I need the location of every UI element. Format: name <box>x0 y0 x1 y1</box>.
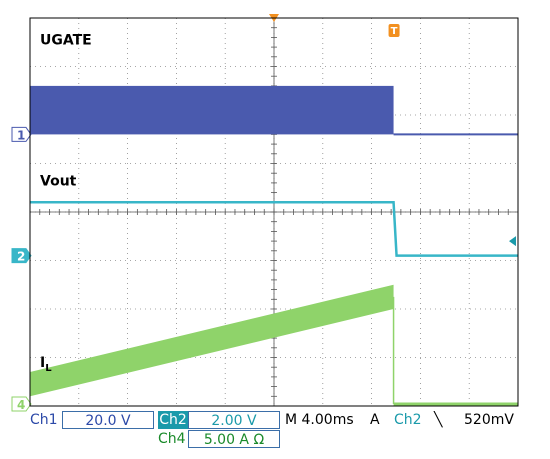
ch1-name-label: UGATE <box>40 33 92 49</box>
inductor-current-trace <box>30 284 394 397</box>
trigger-level-icon <box>509 236 516 247</box>
ch2-marker-number: 2 <box>17 250 25 264</box>
plot-frame <box>29 17 519 407</box>
ch4-label: Ch4 <box>158 431 186 447</box>
traces <box>30 85 518 406</box>
ch2-scale: 2.00 V <box>188 411 280 429</box>
trigger-mode: A <box>370 412 380 428</box>
status-bar-row-2: Ch4 5.00 A Ω <box>0 429 550 449</box>
ch4-marker-number: 4 <box>17 398 25 412</box>
ch1-scale: 20.0 V <box>62 411 154 429</box>
trigger-time-icon <box>388 24 400 37</box>
ch2-name-label: Vout <box>40 173 77 189</box>
ugate-trace <box>30 85 394 135</box>
ch2-marker-shape <box>11 248 32 264</box>
ch4-ground-marker: 4 <box>11 396 32 412</box>
trigger-source: Ch2 <box>394 412 422 428</box>
ch1-label: Ch1 <box>30 412 58 428</box>
ch4-name-subscript: L <box>45 363 52 374</box>
ch4-marker-shape <box>11 396 32 412</box>
vout-trace <box>30 201 518 257</box>
trigger-level: 520mV <box>464 412 514 428</box>
ch4-scale: 5.00 A Ω <box>188 430 280 448</box>
timebase: M 4.00ms <box>285 412 354 428</box>
ch2-label: Ch2 <box>158 411 188 429</box>
trigger-slope-icon: ╲ <box>434 412 443 428</box>
ch2-ground-marker: 2 <box>11 248 32 264</box>
ch1-marker-number: 1 <box>17 128 25 142</box>
ch1-ground-marker: 1 <box>11 126 32 142</box>
ch1-marker-shape <box>11 126 32 142</box>
graticule <box>29 17 519 407</box>
status-bar-row-1: Ch1 20.0 V Ch2 2.00 V M 4.00ms A Ch2 ╲ 5… <box>0 410 550 430</box>
trigger-time-label: T <box>391 26 398 37</box>
